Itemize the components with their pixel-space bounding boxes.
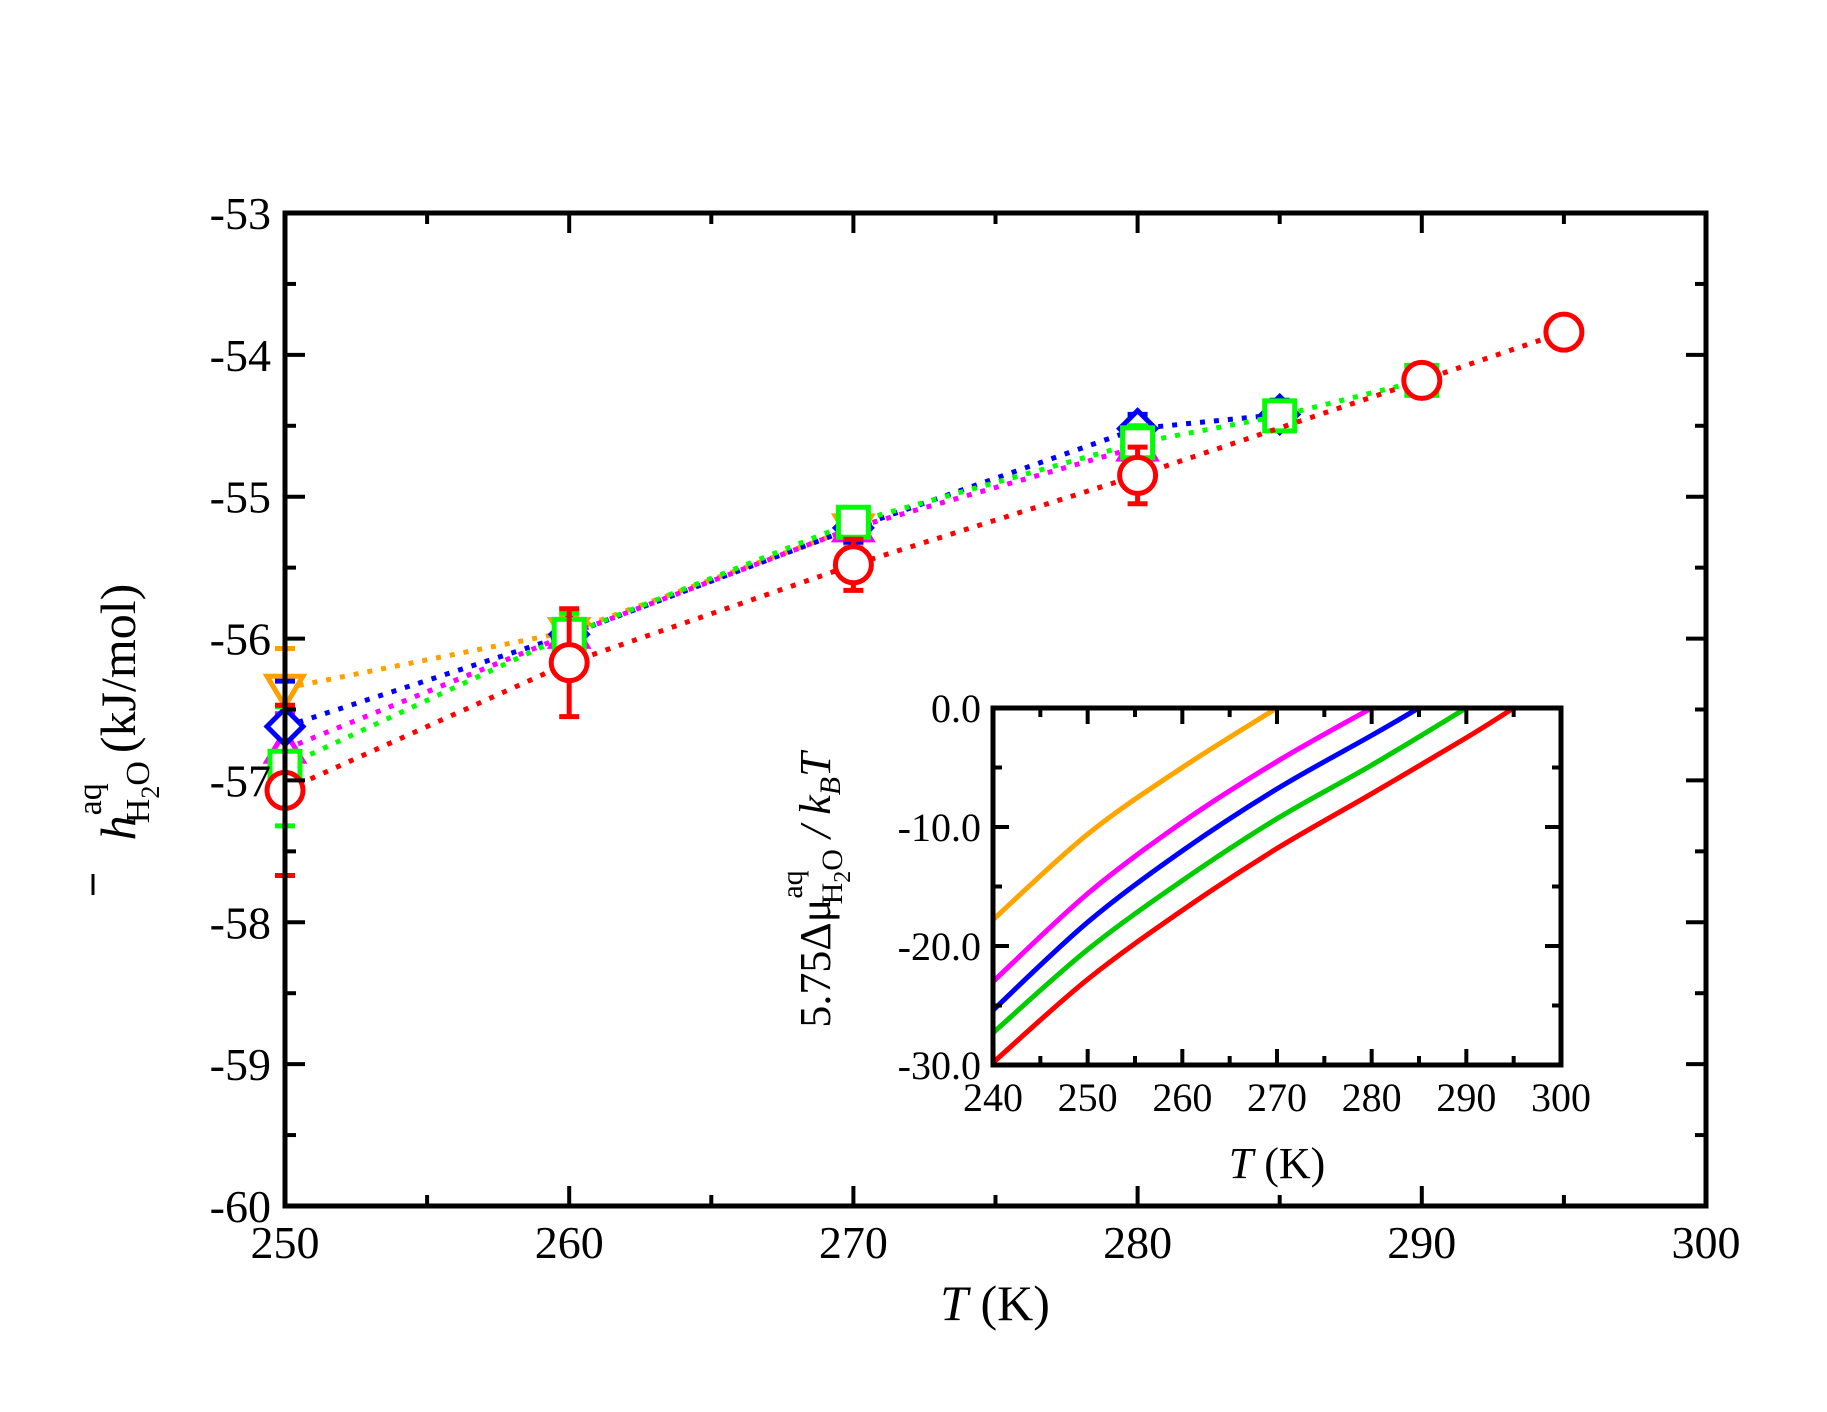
inset-x-tick-label: 250 xyxy=(1058,1075,1118,1120)
main-y-tick-labels: -60 -59 -58 -57 -56 -55 -54 -53 xyxy=(210,188,271,1232)
y-tick-label: -55 xyxy=(210,472,271,523)
series-line xyxy=(283,377,1423,769)
data-point-circle xyxy=(548,642,590,684)
x-tick-label: 270 xyxy=(819,1217,888,1268)
inset-background xyxy=(993,708,1561,1065)
y-tick-label: -54 xyxy=(210,330,271,381)
inset-curve xyxy=(991,705,1421,1013)
inset-y-tick-label: 0.0 xyxy=(931,686,981,731)
inset-y-tick-label: -10.0 xyxy=(898,805,981,850)
y-tick-label: -60 xyxy=(210,1181,271,1232)
inset-y-tick-labels: -30.0 -20.0 -10.0 0.0 xyxy=(898,686,981,1088)
inset-curve xyxy=(991,705,1279,922)
data-point-circle xyxy=(1543,311,1585,353)
x-tick-label: 300 xyxy=(1672,1217,1741,1268)
inset-plot: 240 250 260 270 280 290 300 -30.0 -20.0 -10.0 0.0… xyxy=(776,686,1591,1188)
inset-x-tick-label: 290 xyxy=(1436,1075,1496,1120)
series-line xyxy=(284,444,1139,752)
inset-x-tick-label: 240 xyxy=(963,1075,1023,1120)
main-y-axis-title: haq H2O(kJ/mol) xyxy=(72,584,165,895)
main-x-tick-labels: 250 260 270 280 290 300 xyxy=(251,1217,1741,1268)
inset-x-tick-label: 260 xyxy=(1152,1075,1212,1120)
data-point-circle xyxy=(1117,454,1159,496)
data-point-circle xyxy=(832,544,874,586)
main-plot: 250 260 270 280 290 300 -60 -59 -58 -57 -56 -55 -54… xyxy=(72,188,1741,1331)
y-tick-label: -59 xyxy=(210,1039,271,1090)
y-tick-label: -53 xyxy=(210,188,271,239)
main-series-layer xyxy=(262,311,1585,878)
inset-ticks-layer xyxy=(991,706,1563,1067)
y-tick-label: -56 xyxy=(210,614,271,665)
inset-y-tick-label: -30.0 xyxy=(898,1043,981,1088)
inset-x-axis-title: T (K) xyxy=(1229,1139,1326,1188)
inset-curve xyxy=(991,705,1373,984)
x-tick-label: 260 xyxy=(535,1217,604,1268)
data-point-square xyxy=(835,504,871,540)
x-tick-label: 250 xyxy=(251,1217,320,1268)
series-line xyxy=(284,525,855,691)
series-circle xyxy=(264,311,1585,878)
main-ticks-layer xyxy=(283,211,1708,1208)
inset-y-axis-title: 5.75Δμaq H2O / kBT xyxy=(776,749,856,1028)
main-x-axis-title: T (K) xyxy=(940,1275,1050,1331)
x-tick-label: 280 xyxy=(1103,1217,1172,1268)
data-point-circle xyxy=(1401,359,1443,401)
inset-x-tick-label: 300 xyxy=(1531,1075,1591,1120)
inset-series-layer xyxy=(991,705,1516,1065)
series-line xyxy=(283,329,1565,793)
inset-x-tick-label: 270 xyxy=(1247,1075,1307,1120)
inset-curve xyxy=(991,705,1468,1035)
y-tick-label: -57 xyxy=(210,755,271,806)
x-tick-label: 290 xyxy=(1387,1217,1456,1268)
inset-y-tick-label: -20.0 xyxy=(898,924,981,969)
inset-x-tick-labels: 240 250 260 270 280 290 300 xyxy=(963,1075,1591,1120)
data-point-square xyxy=(1262,398,1298,434)
inset-x-tick-label: 280 xyxy=(1342,1075,1402,1120)
y-tick-label: -58 xyxy=(210,897,271,948)
inset-curve xyxy=(991,705,1516,1065)
